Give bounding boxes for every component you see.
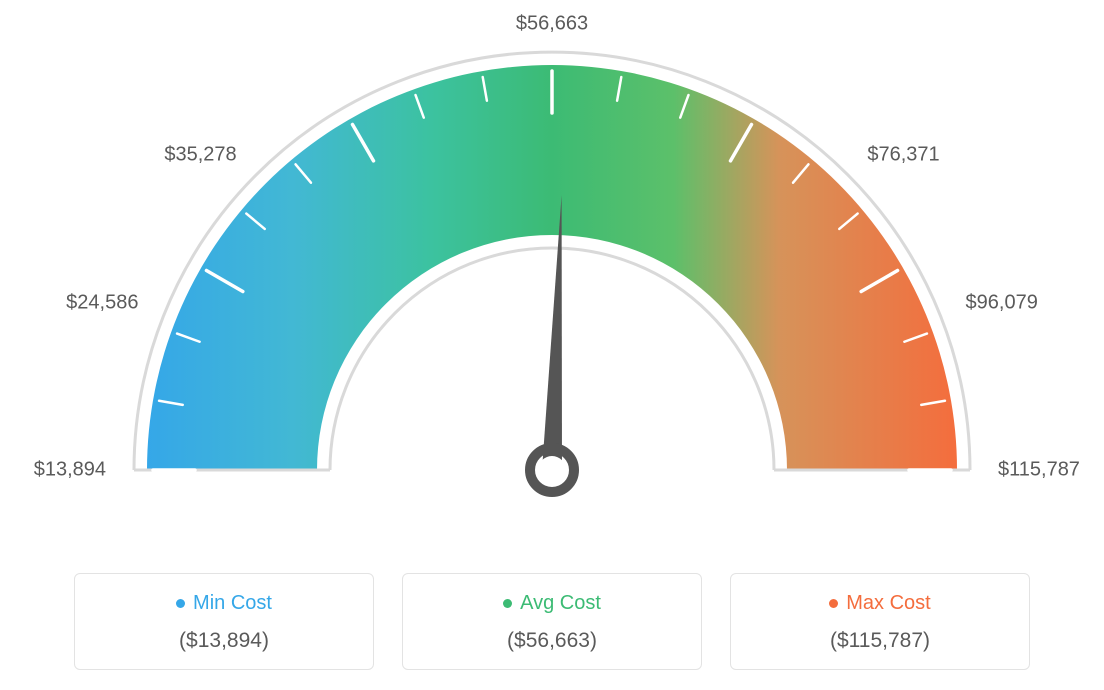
gauge-scale-label: $76,371 bbox=[867, 143, 939, 166]
gauge-chart: $13,894 $24,586 $35,278 $56,663 $76,371 $96,0… bbox=[0, 0, 1104, 540]
legend-title-text: Avg Cost bbox=[520, 592, 601, 615]
gauge-scale-label: $56,663 bbox=[516, 13, 588, 36]
gauge-scale-label: $96,079 bbox=[966, 291, 1038, 314]
legend-card-avg: Avg Cost ($56,663) bbox=[402, 573, 702, 670]
legend-title-avg: Avg Cost bbox=[503, 592, 601, 615]
legend-title-text: Min Cost bbox=[193, 592, 272, 615]
legend-value-avg: ($56,663) bbox=[413, 629, 691, 653]
legend-row: Min Cost ($13,894) Avg Cost ($56,663) Ma… bbox=[0, 573, 1104, 670]
legend-title-text: Max Cost bbox=[846, 592, 930, 615]
legend-value-min: ($13,894) bbox=[85, 629, 363, 653]
gauge-scale-label: $13,894 bbox=[34, 459, 106, 482]
legend-card-min: Min Cost ($13,894) bbox=[74, 573, 374, 670]
gauge-scale-label: $35,278 bbox=[164, 143, 236, 166]
legend-value-max: ($115,787) bbox=[741, 629, 1019, 653]
legend-title-min: Min Cost bbox=[176, 592, 272, 615]
gauge-scale-label: $115,787 bbox=[998, 459, 1080, 482]
legend-title-max: Max Cost bbox=[829, 592, 930, 615]
dot-icon bbox=[176, 599, 185, 608]
dot-icon bbox=[829, 599, 838, 608]
gauge-scale-label: $24,586 bbox=[66, 291, 138, 314]
legend-card-max: Max Cost ($115,787) bbox=[730, 573, 1030, 670]
gauge-svg bbox=[0, 0, 1104, 540]
dot-icon bbox=[503, 599, 512, 608]
